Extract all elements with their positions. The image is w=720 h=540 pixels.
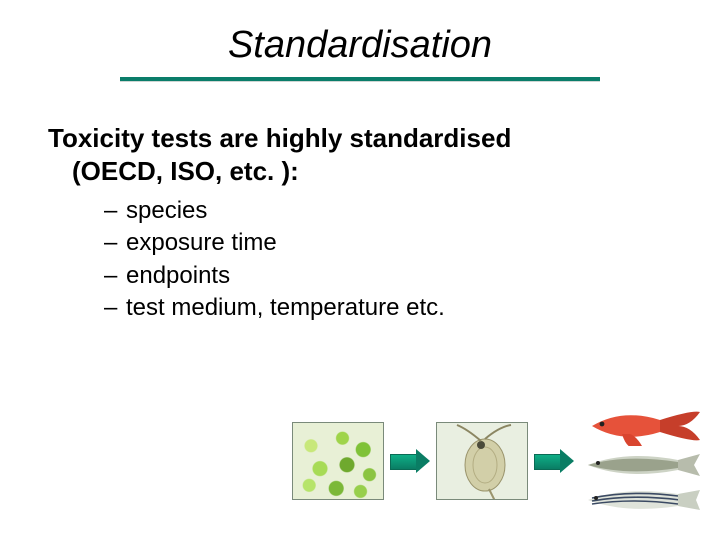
arrow-icon	[534, 452, 574, 470]
bullet-text: test medium, temperature etc.	[126, 294, 445, 321]
arrow-icon	[390, 452, 430, 470]
figure-row	[292, 406, 702, 516]
fish-column	[580, 406, 702, 516]
dash-icon: –	[104, 260, 126, 292]
bullet-list: –species –exposure time –endpoints –test…	[48, 187, 672, 325]
dash-icon: –	[104, 292, 126, 324]
content-area: Toxicity tests are highly standardised (…	[0, 82, 720, 325]
dash-icon: –	[104, 227, 126, 259]
lead-line-2: (OECD, ISO, etc. ):	[48, 155, 299, 188]
list-item: –test medium, temperature etc.	[104, 292, 672, 324]
bullet-text: species	[126, 197, 207, 224]
algae-thumb-image	[292, 422, 384, 500]
dash-icon: –	[104, 195, 126, 227]
list-item: –endpoints	[104, 260, 672, 292]
bullet-text: exposure time	[126, 229, 277, 256]
lead-text: Toxicity tests are highly standardised (…	[48, 122, 672, 187]
minnow-fish-icon	[582, 448, 702, 482]
slide-title: Standardisation	[0, 0, 720, 77]
daphnia-svg-icon	[437, 423, 528, 500]
zebrafish-fish-icon	[582, 484, 702, 516]
list-item: –species	[104, 195, 672, 227]
list-item: –exposure time	[104, 227, 672, 259]
bullet-text: endpoints	[126, 262, 230, 289]
daphnia-thumb-image	[436, 422, 528, 500]
guppy-fish-icon	[582, 406, 702, 446]
lead-line-1: Toxicity tests are highly standardised	[48, 123, 511, 153]
